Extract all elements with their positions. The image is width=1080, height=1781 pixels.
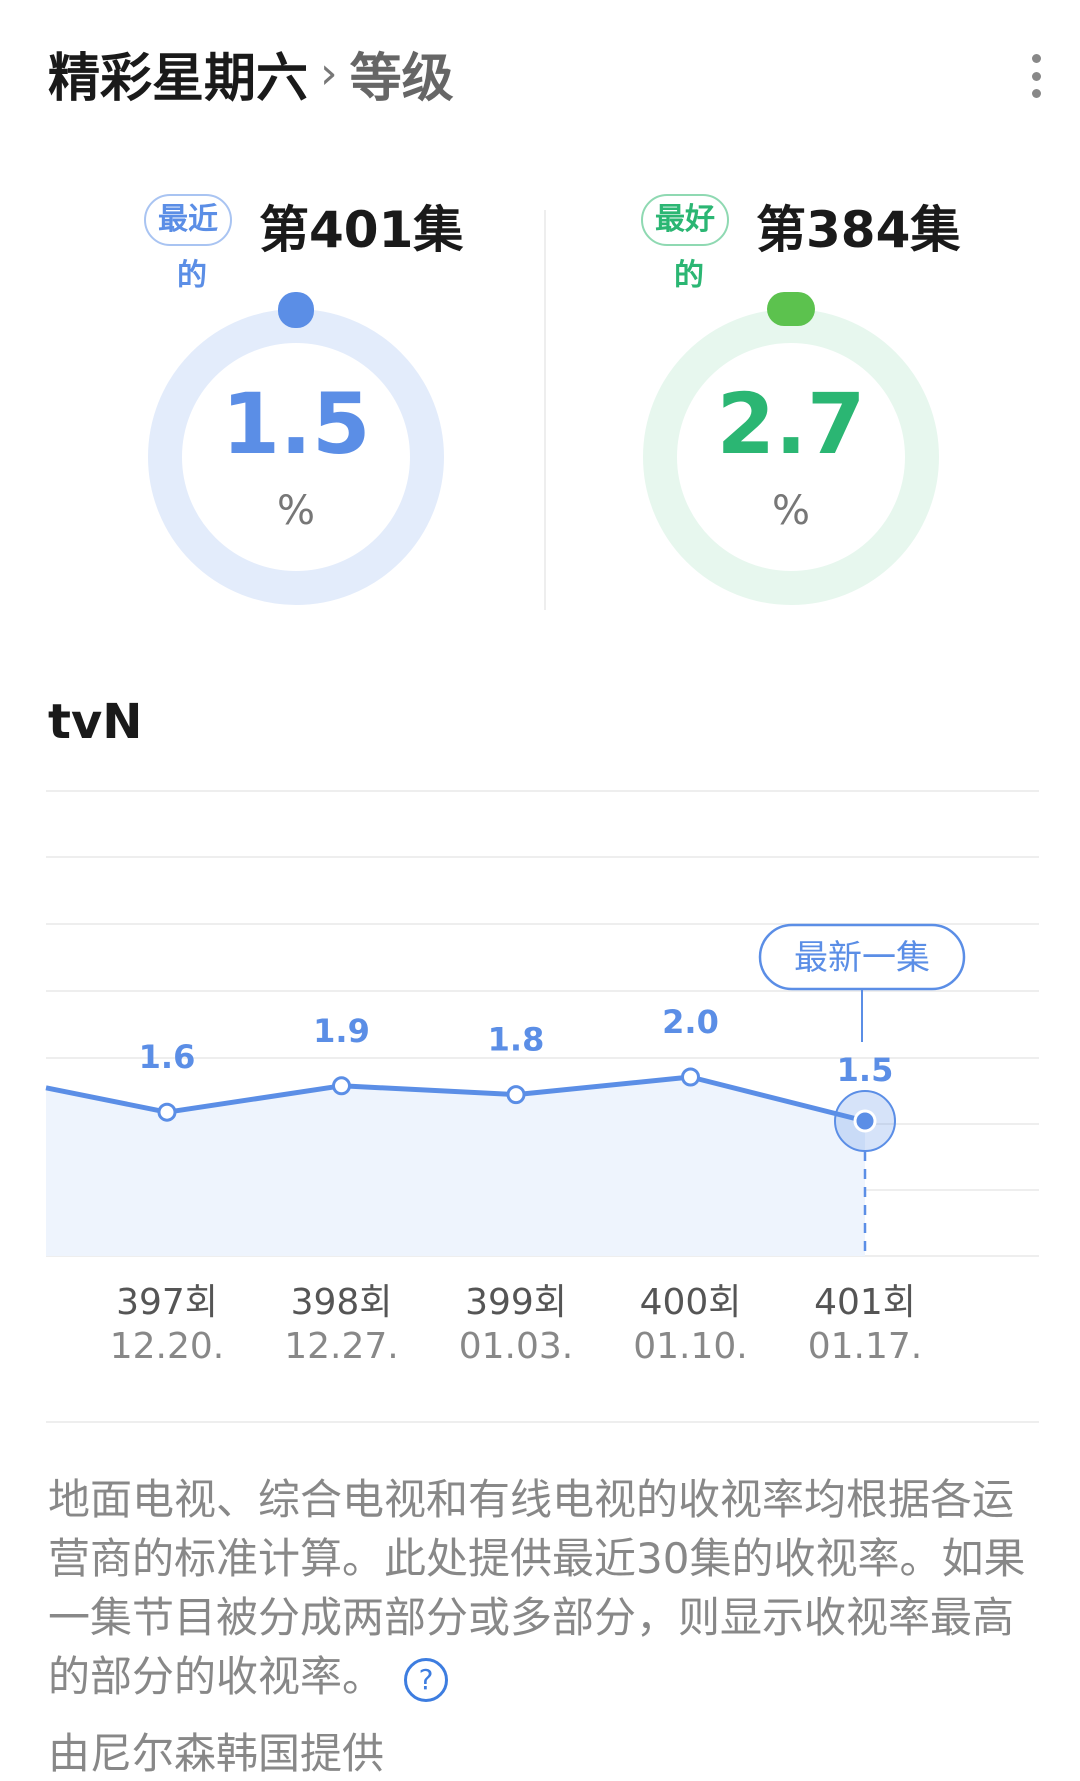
best-badge-sub: 的 (674, 258, 704, 293)
breadcrumb-current: 等级 (349, 49, 454, 109)
chevron-right-icon: › (320, 48, 338, 99)
x-tick-label: 401회 (814, 1282, 916, 1323)
data-point (332, 1076, 351, 1096)
x-tick-label: 397회 (116, 1282, 218, 1323)
x-tick-label: 400회 (640, 1282, 742, 1323)
x-date-label: 01.17. (808, 1326, 923, 1367)
data-label: 1.8 (488, 1021, 545, 1059)
recent-badge: 最近 (144, 194, 232, 246)
best-ring-knob (767, 292, 815, 326)
latest-badge (758, 923, 966, 991)
more-vertical-icon[interactable] (1024, 54, 1048, 98)
data-label: 1.6 (139, 1038, 196, 1076)
channel-name: tvN (48, 694, 143, 750)
recent-rating-value: 1.5 (221, 375, 371, 473)
best-rating-value: 2.7 (716, 375, 866, 473)
x-date-label: 01.03. (459, 1326, 574, 1367)
program-title[interactable]: 精彩星期六 (48, 49, 309, 109)
x-date-label: 12.27. (284, 1326, 399, 1367)
ratings-line-chart: 最新一集1.6397회12.20.1.9398회12.27.1.8399회01.… (45, 790, 1039, 1367)
divider (544, 210, 546, 610)
data-point (681, 1067, 700, 1087)
best-badge: 最好 (641, 194, 729, 246)
help-icon[interactable]: ? (404, 1657, 449, 1702)
divider (46, 1421, 1039, 1423)
data-point (853, 1109, 877, 1133)
chart-series-line (45, 1074, 866, 1124)
data-source: 由尼尔森韩国提供 (48, 1729, 385, 1778)
latest-badge-label: 最新一集 (794, 938, 930, 978)
recent-ring-knob (278, 292, 314, 328)
recent-episode: 第401集 (259, 201, 464, 259)
best-episode: 第384集 (756, 201, 961, 259)
x-date-label: 12.20. (110, 1326, 225, 1367)
x-date-label: 01.10. (633, 1326, 748, 1367)
recent-rating-unit: % (276, 488, 315, 534)
data-label: 1.5 (837, 1051, 894, 1089)
recent-badge-sub: 的 (177, 258, 207, 293)
page-title: 精彩星期六 › 等级 (48, 36, 454, 111)
note-text: 地面电视、综合电视和有线电视的收视率均根据各运营商的标准计算。此处提供最近30集… (48, 1475, 1026, 1701)
data-label: 1.9 (313, 1012, 370, 1050)
x-tick-label: 398회 (291, 1282, 393, 1323)
data-point (506, 1085, 526, 1105)
data-label: 2.0 (662, 1003, 719, 1041)
x-tick-label: 399회 (465, 1282, 567, 1323)
chart-area-fill (46, 1077, 865, 1256)
data-point (157, 1102, 177, 1122)
rating-note: 地面电视、综合电视和有线电视的收视率均根据各运营商的标准计算。此处提供最近30集… (48, 1470, 1040, 1706)
best-rating-unit: % (771, 488, 810, 534)
